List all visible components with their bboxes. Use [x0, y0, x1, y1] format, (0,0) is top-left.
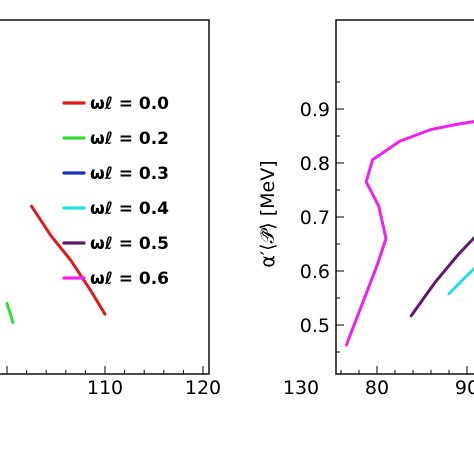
- y-tick-label: 0.7: [300, 207, 330, 229]
- right-plot-frame: [335, 19, 474, 375]
- legend-item: ωℓ = 0.5: [62, 234, 169, 254]
- right-series-line-0-5: [409, 235, 474, 318]
- left-plot-panel: 110 120 130 ωℓ = 0.0ωℓ = 0.2ωℓ = 0.3ωℓ = 0…: [0, 19, 319, 399]
- right-series-line-0-6: [344, 120, 474, 347]
- left-series-line-0-0: [30, 204, 107, 316]
- legend-label: ωℓ = 0.6: [90, 269, 169, 289]
- right-series-group: [344, 120, 474, 347]
- legend-label: ωℓ = 0.3: [90, 164, 169, 184]
- legend-label: ωℓ = 0.2: [90, 129, 169, 149]
- y-tick-label: 0.6: [300, 261, 330, 283]
- legend-item: ωℓ = 0.4: [62, 199, 169, 219]
- y-tick-label: 0.8: [300, 153, 330, 175]
- x-tick-label: 120: [185, 377, 221, 399]
- left-x-axis: 110 120 130: [6, 366, 319, 399]
- legend: ωℓ = 0.0 ωℓ = 0.2 ωℓ = 0.3 ωℓ = 0.4 ωℓ = 0.5…: [62, 94, 169, 289]
- legend-item: ωℓ = 0.0: [62, 94, 169, 114]
- legend-label: ωℓ = 0.0: [90, 94, 169, 114]
- legend-item: ωℓ = 0.3: [62, 164, 169, 184]
- legend-label: ωℓ = 0.5: [90, 234, 169, 254]
- left-series-group: [5, 204, 107, 324]
- left-series-line-0-2: [5, 301, 15, 324]
- right-plot-panel: 80 90 0.5 0.6 0.7 0.8 0.9 α′⟨𝒫̂⟩ [MeV]: [257, 19, 474, 399]
- x-tick-label: 110: [87, 377, 123, 399]
- right-series-line-0-4: [447, 266, 474, 296]
- left-plot-frame: [0, 19, 210, 375]
- x-tick-label: 80: [365, 377, 389, 399]
- x-tick-label: 90: [455, 377, 474, 399]
- x-tick-label: 130: [283, 377, 319, 399]
- y-tick-label: 0.5: [300, 315, 330, 337]
- y-tick-label: 0.9: [300, 99, 330, 121]
- legend-item: ωℓ = 0.2: [62, 129, 169, 149]
- right-axes: 80 90 0.5 0.6 0.7 0.8 0.9: [300, 81, 474, 399]
- legend-item: ωℓ = 0.6: [62, 269, 169, 289]
- legend-label: ωℓ = 0.4: [90, 199, 169, 219]
- right-y-axis-label: α′⟨𝒫̂⟩ [MeV]: [257, 160, 279, 267]
